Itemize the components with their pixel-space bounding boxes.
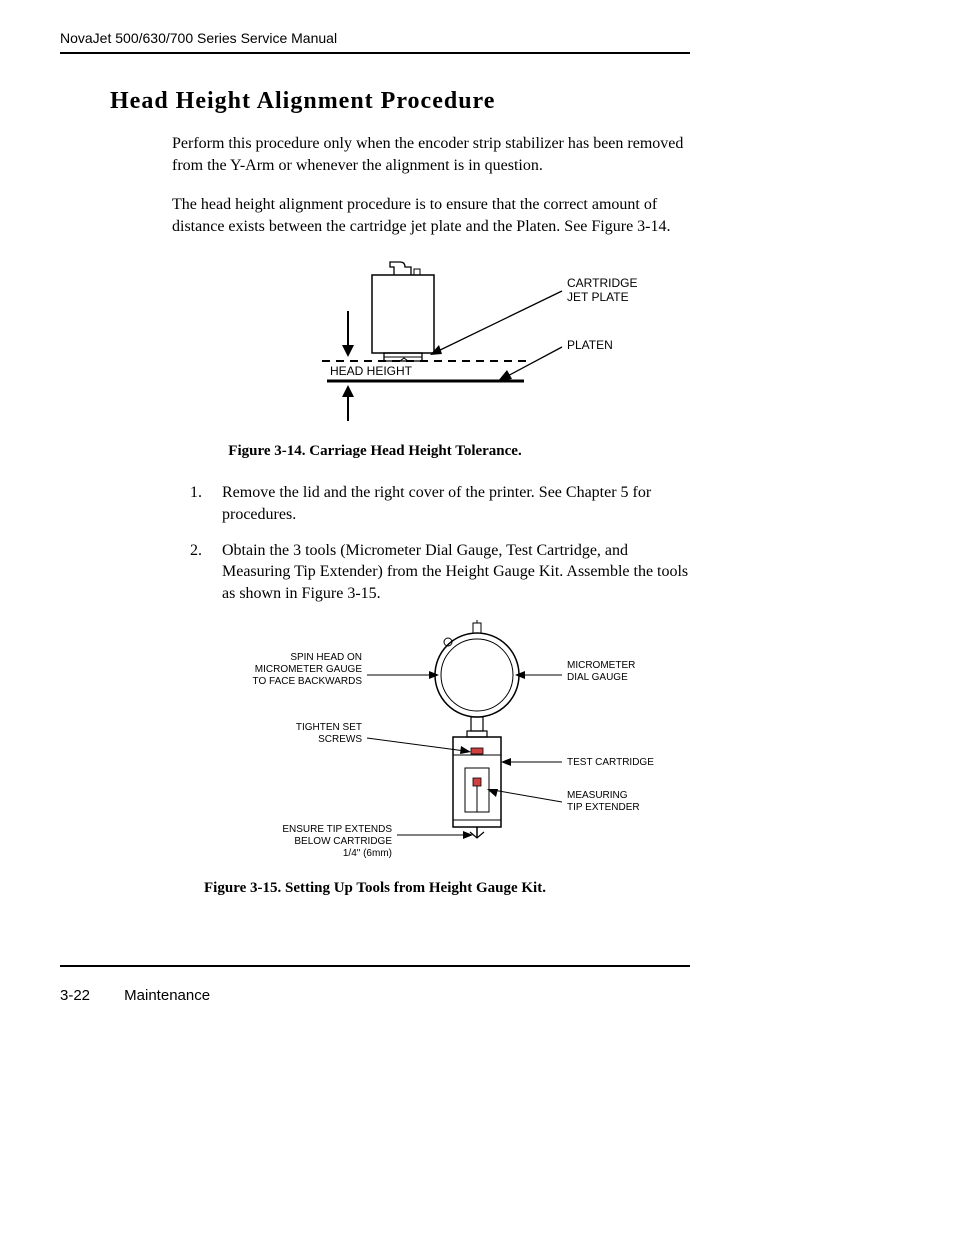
label-ensure-1: ENSURE TIP EXTENDS: [282, 824, 392, 835]
label-micro-1: MICROMETER: [567, 660, 635, 671]
figure-3-14-caption: Figure 3-14. Carriage Head Height Tolera…: [60, 443, 690, 460]
page-footer: 3-22 Maintenance: [60, 965, 690, 1004]
label-spin-3: TO FACE BACKWARDS: [253, 676, 363, 687]
label-platen: PLATEN: [567, 338, 613, 352]
label-head-height: HEAD HEIGHT: [330, 364, 413, 378]
step-2-num: 2.: [190, 540, 222, 605]
paragraph-1: Perform this procedure only when the enc…: [172, 133, 702, 176]
doc-title: NovaJet 500/630/700 Series Service Manua…: [60, 30, 337, 46]
label-tighten-2: SCREWS: [318, 734, 362, 745]
label-meas-1: MEASURING: [567, 790, 628, 801]
label-ensure-2: BELOW CARTRIDGE: [294, 836, 392, 847]
header-rule: [60, 52, 690, 54]
label-test: TEST CARTRIDGE: [567, 757, 654, 768]
footer-section: Maintenance: [124, 987, 210, 1004]
step-2-text: Obtain the 3 tools (Micrometer Dial Gaug…: [222, 540, 700, 605]
section-title: Head Height Alignment Procedure: [110, 88, 894, 115]
paragraph-2: The head height alignment procedure is t…: [172, 194, 702, 237]
label-spin-2: MICROMETER GAUGE: [255, 664, 363, 675]
figure-3-15: SPIN HEAD ON MICROMETER GAUGE TO FACE BA…: [217, 620, 737, 870]
figure-3-14: HEAD HEIGHT CARTRIDGE JET PLATE PLATEN: [262, 253, 692, 433]
label-spin-1: SPIN HEAD ON: [290, 652, 362, 663]
label-cartridge-1: CARTRIDGE: [567, 276, 637, 290]
doc-header: NovaJet 500/630/700 Series Service Manua…: [60, 30, 894, 64]
label-ensure-3: 1/4" (6mm): [343, 848, 392, 859]
step-1-text: Remove the lid and the right cover of th…: [222, 482, 700, 525]
label-cartridge-2: JET PLATE: [567, 290, 629, 304]
label-meas-2: TIP EXTENDER: [567, 802, 640, 813]
step-2: 2. Obtain the 3 tools (Micrometer Dial G…: [190, 540, 700, 605]
page-number: 3-22: [60, 987, 120, 1004]
step-1: 1. Remove the lid and the right cover of…: [190, 482, 700, 525]
label-tighten-1: TIGHTEN SET: [296, 722, 362, 733]
footer-rule: [60, 965, 690, 967]
step-list: 1. Remove the lid and the right cover of…: [190, 482, 700, 604]
figure-3-15-caption: Figure 3-15. Setting Up Tools from Heigh…: [60, 880, 690, 897]
label-micro-2: DIAL GAUGE: [567, 672, 628, 683]
step-1-num: 1.: [190, 482, 222, 525]
